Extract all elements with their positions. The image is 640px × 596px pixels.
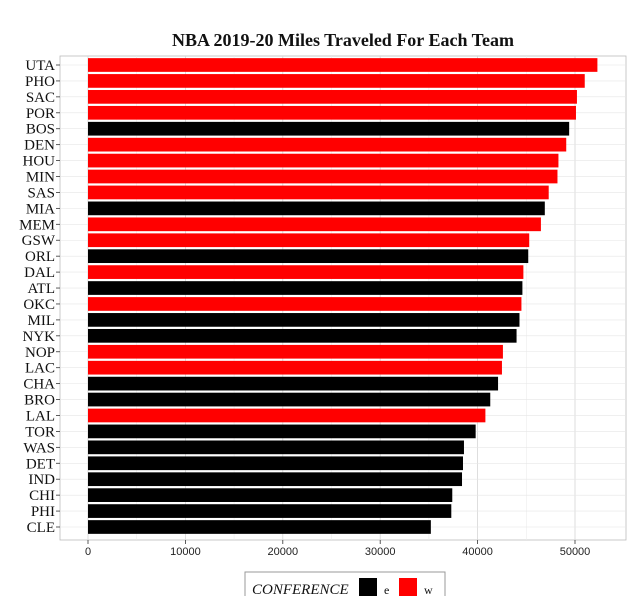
bar-was [88, 440, 464, 455]
y-tick-label: TOR [25, 424, 55, 440]
y-tick-label: POR [26, 106, 55, 122]
y-tick-label: LAC [25, 361, 55, 377]
bar-uta [88, 58, 598, 72]
bars-group [88, 58, 598, 534]
bar-det [88, 456, 463, 471]
y-tick-label: MEM [19, 217, 55, 233]
y-tick-label: NYK [23, 329, 56, 345]
bar-por [88, 105, 576, 120]
y-tick-label: MIN [26, 170, 55, 186]
y-tick-label: CHA [23, 377, 55, 393]
y-tick-label: SAS [27, 185, 55, 201]
bar-orl [88, 249, 529, 264]
bar-nyk [88, 328, 517, 343]
legend-swatch-e [359, 578, 377, 596]
bar-dal [88, 265, 524, 279]
y-axis: UTAPHOSACPORBOSDENHOUMINSASMIAMEMGSWORLD… [19, 58, 60, 536]
y-tick-label: GSW [22, 233, 56, 249]
bar-atl [88, 281, 523, 295]
bar-okc [88, 297, 522, 311]
y-tick-label: HOU [23, 154, 56, 170]
y-tick-label: PHI [31, 504, 55, 520]
bar-min [88, 169, 558, 184]
y-tick-label: WAS [23, 440, 55, 456]
bar-lac [88, 360, 502, 375]
bar-den [88, 137, 567, 152]
x-tick-label: 10000 [170, 546, 201, 558]
y-tick-label: OKC [23, 297, 55, 313]
y-tick-label: CHI [29, 488, 55, 504]
legend-label-e: e [384, 583, 389, 596]
y-tick-label: PHO [25, 74, 55, 90]
y-tick-label: LAL [26, 408, 55, 424]
bar-sac [88, 90, 577, 104]
legend: CONFERENCE e w [244, 571, 446, 596]
y-tick-label: IND [28, 472, 55, 488]
y-tick-label: UTA [25, 58, 55, 74]
bar-cle [88, 520, 431, 534]
x-tick-label: 30000 [365, 546, 396, 558]
legend-swatch-w [399, 578, 417, 596]
y-tick-label: SAC [26, 90, 55, 106]
bar-mia [88, 201, 545, 216]
y-tick-label: NOP [25, 345, 55, 361]
bar-tor [88, 424, 476, 439]
legend-title: CONFERENCE [252, 582, 349, 596]
x-tick-label: 0 [85, 546, 91, 558]
bar-lal [88, 408, 486, 423]
y-tick-label: ATL [28, 281, 56, 297]
bar-sas [88, 185, 549, 200]
bar-bos [88, 121, 570, 136]
bar-mem [88, 217, 541, 232]
y-tick-label: DEN [24, 138, 55, 154]
bar-cha [88, 376, 499, 391]
bar-gsw [88, 233, 530, 248]
legend-label-w: w [424, 583, 433, 596]
bar-chi [88, 488, 453, 502]
bar-hou [88, 153, 559, 168]
y-tick-label: MIA [26, 201, 55, 217]
bar-pho [88, 74, 585, 88]
x-axis: 0 10000 20000 30000 40000 50000 [85, 540, 590, 558]
bar-nop [88, 344, 503, 359]
bar-mil [88, 313, 520, 327]
x-tick-label: 40000 [462, 546, 493, 558]
y-tick-label: BRO [24, 393, 55, 409]
y-tick-label: CLE [27, 520, 55, 536]
y-tick-label: DET [26, 456, 55, 472]
x-tick-label: 20000 [268, 546, 299, 558]
chart-title: NBA 2019-20 Miles Traveled For Each Team [172, 30, 514, 50]
y-tick-label: DAL [24, 265, 55, 281]
x-tick-label: 50000 [560, 546, 591, 558]
bar-phi [88, 504, 452, 518]
bar-ind [88, 472, 463, 487]
y-tick-label: ORL [25, 249, 55, 265]
bar-bro [88, 392, 491, 407]
y-tick-label: BOS [26, 122, 55, 138]
y-tick-label: MIL [28, 313, 56, 329]
